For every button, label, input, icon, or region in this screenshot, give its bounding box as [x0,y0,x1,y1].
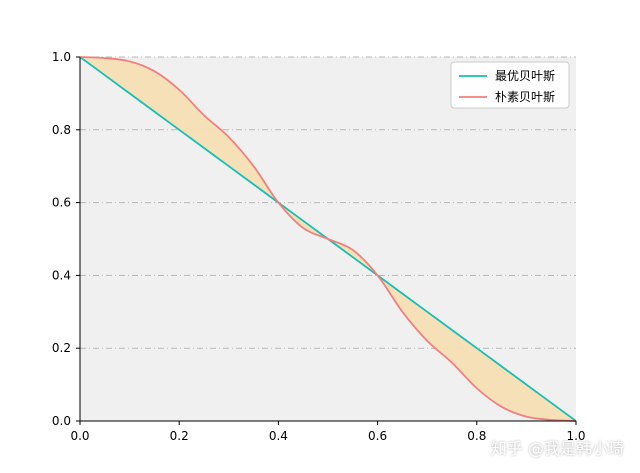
legend-label: 最优贝叶斯 [495,69,555,83]
y-tick-label: 1.0 [52,50,71,64]
legend-label: 朴素贝叶斯 [495,89,555,104]
y-tick-label: 0.0 [52,414,71,428]
x-tick-label: 0.8 [467,429,486,443]
series-line-naive-bayes [79,56,577,422]
x-tick-label: 0.2 [170,429,189,443]
y-tick-label: 0.6 [52,196,71,210]
x-tick-label: 0.6 [368,429,387,443]
x-tick-label: 0.0 [70,429,89,443]
x-tick-label: 0.4 [269,429,288,443]
y-tick-label: 0.4 [52,268,71,282]
watermark: 知乎 @我是韩小琦 [490,439,624,458]
y-tick-label: 0.2 [52,341,71,355]
x-tick-label: 1.0 [566,429,585,443]
y-tick-label: 0.8 [52,123,71,137]
